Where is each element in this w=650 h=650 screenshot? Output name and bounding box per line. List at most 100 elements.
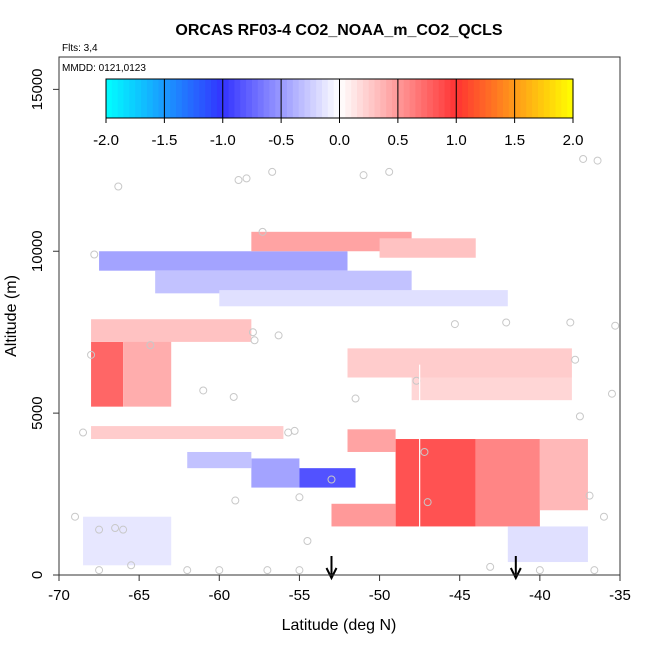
colorbar-swatch: [205, 79, 212, 118]
colorbar-swatch: [164, 79, 171, 118]
colorbar-swatch: [526, 79, 533, 118]
sample-point: [385, 167, 394, 176]
x-tick-label: -65: [128, 587, 150, 604]
colorbar-swatch: [514, 79, 522, 118]
colorbar-swatch: [141, 79, 148, 118]
colorbar-swatch: [456, 79, 463, 118]
colorbar-swatch: [152, 79, 160, 118]
colorbar-swatch: [462, 79, 469, 118]
data-field-cell: [91, 341, 124, 407]
colorbar-swatch: [146, 79, 154, 118]
data-field-cell: [251, 458, 300, 488]
colorbar-swatch: [438, 79, 446, 118]
sample-point: [303, 537, 312, 546]
data-field-cell: [379, 238, 476, 258]
sample-point: [575, 412, 584, 421]
colorbar-swatch: [357, 79, 364, 118]
colorbar-swatch: [176, 79, 183, 118]
x-tick-label: -50: [369, 587, 391, 604]
colorbar-swatch: [304, 79, 311, 118]
colorbar-tick-label: -1.5: [151, 132, 177, 149]
data-field-cell: [219, 290, 508, 307]
colorbar-swatch: [240, 79, 247, 118]
colorbar-swatch: [532, 79, 539, 118]
colorbar-swatch: [228, 79, 236, 118]
data-field-cell: [475, 439, 540, 527]
sample-point: [593, 156, 602, 165]
colorbar-swatch: [392, 79, 399, 118]
data-field-cell: [251, 231, 412, 252]
sample-point: [351, 394, 360, 403]
colorbar-swatch: [292, 79, 300, 118]
sample-point: [274, 331, 283, 340]
sample-point: [290, 426, 299, 435]
colorbar-swatch: [543, 79, 551, 118]
colorbar-swatch: [351, 79, 358, 118]
colorbar-swatch: [222, 79, 230, 118]
sample-point: [234, 176, 243, 185]
sample-point: [268, 167, 277, 176]
dates-annotation: MMDD: 0121,0123: [62, 63, 146, 74]
sample-point: [284, 428, 293, 437]
colorbar-swatch: [520, 79, 527, 118]
data-field-cell: [91, 426, 284, 440]
sample-point: [127, 561, 136, 570]
colorbar-swatch: [199, 79, 206, 118]
colorbar-swatch: [444, 79, 452, 118]
colorbar-swatch: [158, 79, 165, 118]
colorbar-swatch: [502, 79, 510, 118]
sample-point: [423, 498, 432, 507]
sample-point: [295, 493, 304, 502]
colorbar-swatch: [485, 79, 492, 118]
location-arrow-head: [509, 567, 522, 581]
colorbar-swatch: [263, 79, 271, 118]
colorbar-swatch: [415, 79, 422, 118]
sample-point: [590, 566, 599, 575]
colorbar-swatch: [479, 79, 487, 118]
sample-point: [95, 566, 104, 575]
colorbar-swatch: [567, 79, 574, 118]
colorbar-swatch: [117, 79, 125, 118]
sample-point: [263, 566, 272, 575]
data-field-cell: [347, 348, 572, 378]
sample-point: [231, 496, 240, 505]
data-field-cell: [187, 451, 252, 469]
data-field-cell: [155, 270, 412, 294]
colorbar-swatch: [257, 79, 265, 118]
colorbar-swatch: [421, 79, 428, 118]
data-field-cell: [395, 439, 476, 527]
colorbar-swatch: [497, 79, 504, 118]
y-tick-label: 10000: [29, 230, 46, 272]
colorbar-swatch: [269, 79, 276, 118]
colorbar-tick-label: -0.5: [268, 132, 294, 149]
colorbar-swatch: [193, 79, 200, 118]
colorbar-swatch: [327, 79, 335, 118]
sample-point: [599, 512, 608, 521]
colorbar-swatch: [467, 79, 475, 118]
colorbar-swatch: [281, 79, 288, 118]
sample-point: [585, 491, 594, 500]
data-field-cell: [299, 468, 356, 488]
sample-point: [486, 562, 495, 571]
colorbar-swatch: [187, 79, 195, 118]
colorbar-swatch: [111, 79, 119, 118]
colorbar-swatch: [397, 79, 405, 118]
colorbar-swatch: [432, 79, 440, 118]
colorbar-swatch: [409, 79, 416, 118]
colorbar-swatch: [298, 79, 306, 118]
colorbar-swatch: [234, 79, 241, 118]
data-field-cell: [347, 429, 396, 452]
colorbar-swatch: [275, 79, 282, 118]
colorbar-swatch: [246, 79, 253, 118]
colorbar-swatch: [561, 79, 568, 118]
colorbar-swatch: [286, 79, 294, 118]
colorbar-swatch: [216, 79, 224, 118]
sample-point: [111, 524, 120, 533]
colorbar-swatch: [508, 79, 516, 118]
sample-point: [146, 341, 155, 350]
y-tick-label: 15000: [29, 69, 46, 111]
colorbar-swatch: [345, 79, 352, 118]
colorbar-swatch: [473, 79, 481, 118]
data-field-cell: [539, 439, 588, 511]
